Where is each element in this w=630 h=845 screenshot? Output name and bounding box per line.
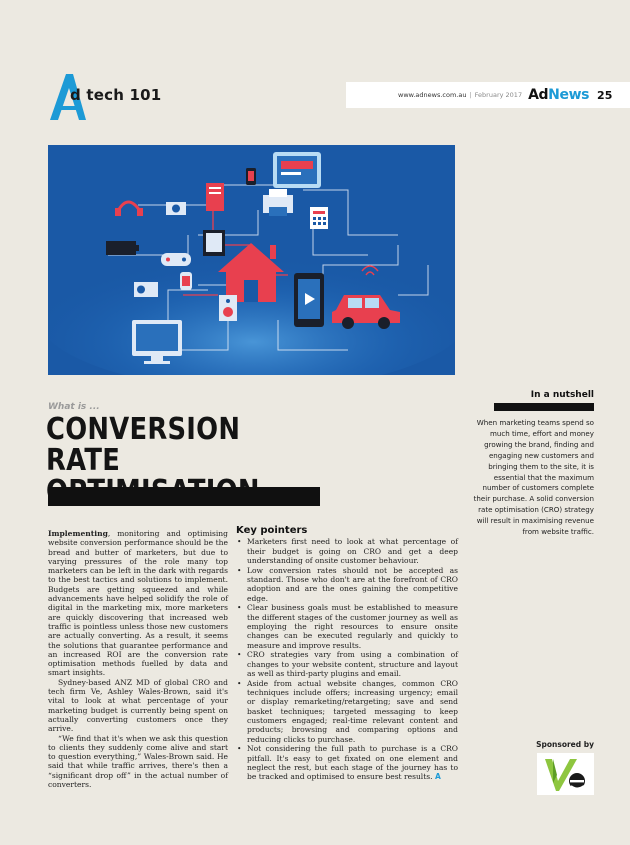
key-pointers: Key pointers Marketers first need to loo…: [236, 525, 458, 782]
nutshell-heading: In a nutshell: [530, 390, 594, 400]
key-pointer-item: Not considering the full path to purchas…: [236, 744, 458, 781]
title-line-1: CONVERSION RATE: [46, 412, 241, 478]
sponsored-label: Sponsored by: [536, 740, 594, 749]
server-icon: [206, 183, 224, 211]
article-kicker: What is ...: [48, 402, 100, 412]
nutshell-text: When marketing teams spend so much time,…: [473, 418, 594, 537]
page-header: www.adnews.com.au | February 2017 AdNews…: [346, 82, 630, 108]
magazine-logo: AdNews: [528, 87, 589, 103]
title-underline-bar: [48, 487, 320, 506]
ad-tech-a-icon: [50, 74, 86, 120]
section-label: d tech 101: [70, 86, 162, 104]
lead-word: Implementing: [48, 529, 108, 538]
ve-logo: [537, 753, 594, 795]
magazine-logo-news: News: [548, 87, 590, 103]
key-pointer-item: Aside from actual website changes, commo…: [236, 679, 458, 744]
site-url: www.adnews.com.au: [398, 91, 467, 99]
key-pointer-item: CRO strategies vary from using a combina…: [236, 650, 458, 678]
body-paragraph: “We find that it's when we ask this ques…: [48, 733, 228, 790]
key-pointers-heading: Key pointers: [236, 525, 308, 536]
key-pointer-item: Low conversion rates should not be accep…: [236, 566, 458, 603]
hero-illustration: [48, 145, 455, 375]
nutshell-bar: [494, 403, 594, 411]
key-pointer-item: Marketers first need to look at what per…: [236, 537, 458, 565]
header-separator: |: [469, 91, 472, 99]
magazine-logo-ad: Ad: [528, 87, 549, 103]
car-icon: [332, 295, 400, 329]
body-paragraph: Sydney-based ANZ MD of global CRO and te…: [48, 677, 228, 734]
body-paragraph: Implementing, monitoring and optimising …: [48, 529, 228, 678]
key-pointers-list: Marketers first need to look at what per…: [236, 537, 458, 781]
key-pointer-item: Clear business goals must be established…: [236, 603, 458, 649]
signal-icon: [361, 265, 379, 276]
article-body-left: Implementing, monitoring and optimising …: [48, 529, 228, 789]
section-brand: d tech 101: [40, 70, 170, 122]
battery-icon: [106, 241, 136, 255]
page-number: 25: [597, 88, 613, 102]
ve-logo-icon: [545, 759, 585, 791]
key-pointer-text: Not considering the full path to purchas…: [247, 744, 458, 782]
body-paragraph-text: , monitoring and optimising website conv…: [48, 529, 228, 678]
gamepad-icon: [161, 253, 191, 266]
end-mark: A: [434, 772, 441, 782]
issue-date: February 2017: [474, 91, 523, 99]
